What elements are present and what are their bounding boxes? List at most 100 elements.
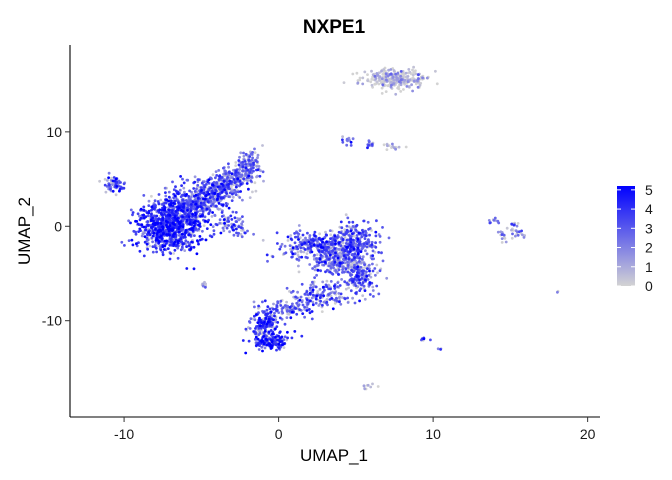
cell-point xyxy=(403,78,407,82)
cell-point xyxy=(500,241,504,244)
cell-point xyxy=(309,283,313,287)
cell-point xyxy=(114,177,118,181)
cell-point xyxy=(313,276,316,279)
cell-point xyxy=(516,233,520,237)
cell-point xyxy=(309,299,312,303)
cell-point xyxy=(230,225,234,229)
cell-point xyxy=(318,232,321,236)
cell-point xyxy=(222,166,225,170)
cell-point xyxy=(256,156,259,160)
cell-point xyxy=(219,231,223,235)
cell-point xyxy=(315,253,319,256)
cell-point xyxy=(199,186,203,189)
x-axis-title: UMAP_1 xyxy=(300,446,368,465)
cell-point xyxy=(139,207,143,211)
cell-point xyxy=(240,235,244,239)
cell-point xyxy=(342,254,346,257)
cell-point xyxy=(406,80,410,83)
cell-point xyxy=(304,236,307,240)
cell-point xyxy=(285,316,289,319)
cell-point xyxy=(177,206,181,210)
cell-point xyxy=(318,296,322,300)
y-tick-label: -10 xyxy=(42,313,62,329)
cell-point xyxy=(301,233,305,237)
cell-point xyxy=(344,256,348,260)
colorbar-tick-label: 2 xyxy=(645,240,653,256)
cell-point xyxy=(320,310,324,313)
cell-point xyxy=(177,227,181,231)
cell-point xyxy=(233,188,237,192)
cell-point xyxy=(98,179,101,183)
cell-point xyxy=(138,249,142,253)
cell-point xyxy=(316,268,320,272)
cell-point xyxy=(209,176,213,180)
cell-point xyxy=(338,284,342,287)
cell-point xyxy=(351,296,354,300)
cell-point xyxy=(356,252,360,256)
cell-point xyxy=(193,234,196,238)
cell-point xyxy=(142,216,146,220)
cell-point xyxy=(179,175,183,178)
cell-point xyxy=(337,292,341,295)
cell-point xyxy=(317,250,321,253)
cell-point xyxy=(313,265,317,268)
cell-point xyxy=(246,164,250,168)
cell-point xyxy=(333,291,336,295)
cell-point xyxy=(341,241,345,245)
cell-point xyxy=(314,301,318,305)
cell-point xyxy=(376,73,380,77)
cell-point xyxy=(230,222,234,226)
cell-point xyxy=(367,263,371,267)
cell-point xyxy=(164,191,167,195)
cell-point xyxy=(240,222,244,226)
cell-point xyxy=(244,166,248,170)
cell-point xyxy=(175,222,179,226)
cell-point xyxy=(272,307,275,311)
cell-point xyxy=(391,142,394,146)
cell-point xyxy=(270,344,274,348)
cell-point xyxy=(184,231,187,235)
cell-point xyxy=(357,231,361,235)
cell-point xyxy=(330,240,334,244)
cell-point xyxy=(381,226,384,229)
cell-point xyxy=(338,261,342,265)
cell-point xyxy=(386,144,389,148)
cell-point xyxy=(267,317,271,321)
cell-point xyxy=(331,249,335,253)
cell-point xyxy=(194,213,197,217)
cell-point xyxy=(169,252,173,255)
cell-point xyxy=(374,241,377,245)
cell-point xyxy=(197,178,201,182)
cell-point xyxy=(373,267,377,270)
cell-point xyxy=(230,185,233,189)
cell-point xyxy=(362,261,366,265)
cell-point xyxy=(345,143,349,147)
cell-point xyxy=(394,147,397,151)
cell-point xyxy=(277,334,280,338)
cell-point xyxy=(142,209,146,212)
cell-point xyxy=(160,237,164,240)
cell-point xyxy=(254,327,257,330)
cell-point xyxy=(127,219,130,223)
cell-point xyxy=(261,300,264,304)
cell-point xyxy=(238,172,241,176)
cell-point xyxy=(346,264,350,267)
cell-point xyxy=(279,245,283,249)
cell-point xyxy=(270,340,274,344)
cell-point xyxy=(263,346,267,350)
colorbar-tick-label: 5 xyxy=(645,182,653,198)
cell-point xyxy=(308,311,312,315)
cell-point xyxy=(162,248,166,251)
cell-point xyxy=(196,183,200,187)
cell-point xyxy=(195,187,198,191)
cell-point xyxy=(308,234,312,237)
cell-point xyxy=(144,225,148,229)
cell-point xyxy=(228,230,232,234)
cell-point xyxy=(166,220,169,224)
cell-point xyxy=(422,337,426,341)
cell-point xyxy=(258,324,262,328)
cell-point xyxy=(371,269,375,273)
cell-point xyxy=(256,168,260,172)
cell-point xyxy=(231,210,235,214)
cell-point xyxy=(353,301,357,305)
